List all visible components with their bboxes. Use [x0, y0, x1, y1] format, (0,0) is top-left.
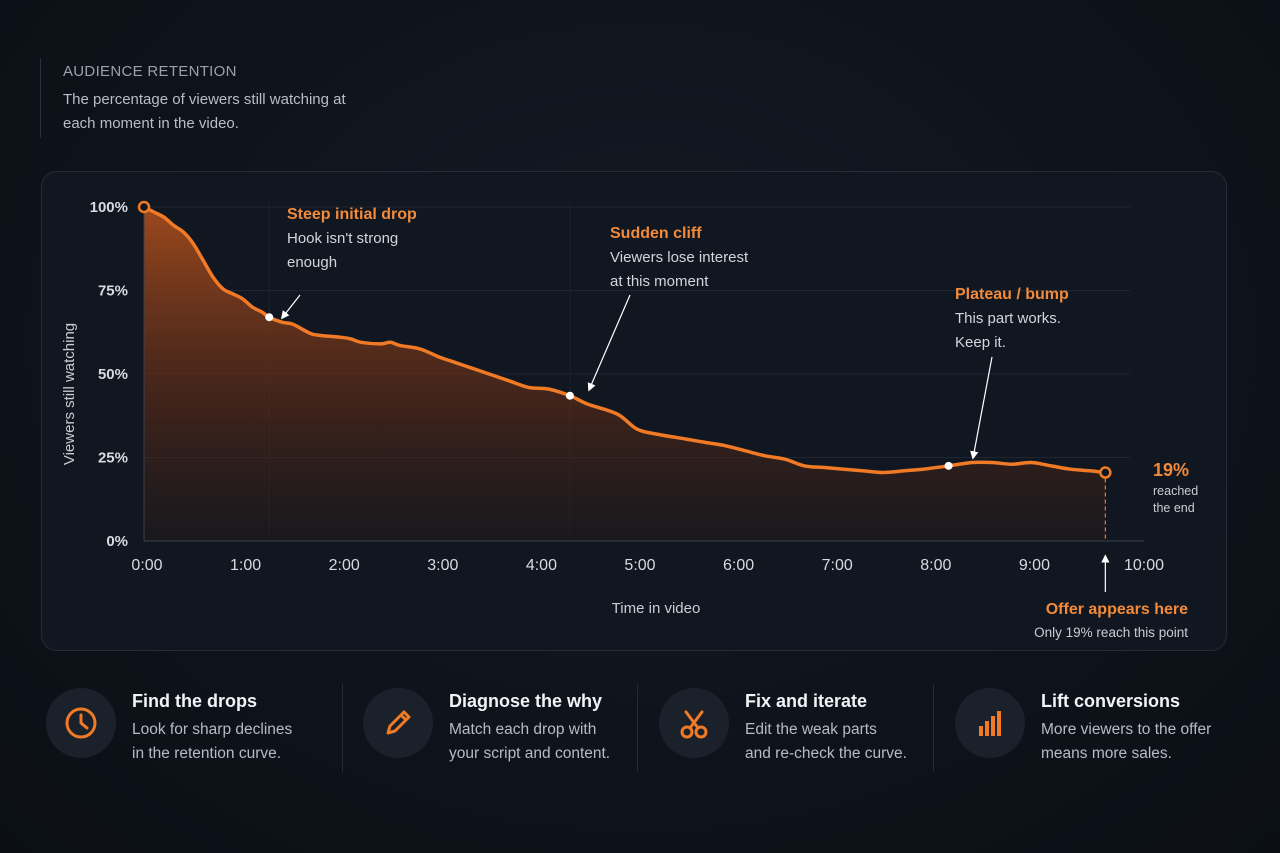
scissors-icon — [659, 688, 729, 758]
feature-body: Look for sharp declines in the retention… — [132, 718, 332, 766]
annotation-point — [944, 461, 953, 470]
feature-title: Lift conversions — [1041, 691, 1181, 711]
x-tick-label: 10:00 — [1124, 557, 1164, 574]
feature-title: Fix and iterate — [745, 691, 868, 711]
annotation-point — [565, 391, 574, 400]
x-tick-label: 4:00 — [526, 557, 557, 574]
end-point — [1099, 466, 1112, 479]
feature-find-drops: Find the drops Look for sharp declines i… — [40, 684, 335, 774]
end-value-label: 19% — [1153, 460, 1189, 480]
feature-body-line: in the retention curve. — [132, 745, 282, 762]
feature-body: More viewers to the offer means more sal… — [1041, 718, 1241, 766]
feature-row: Find the drops Look for sharp declines i… — [40, 684, 1240, 774]
feature-title: Diagnose the why — [449, 691, 603, 711]
x-tick-label: 3:00 — [427, 557, 458, 574]
y-axis-title: Viewers still watching — [61, 323, 78, 465]
feature-body-line: Edit the weak parts — [745, 721, 877, 738]
feature-divider — [342, 684, 343, 772]
end-sub-label: the end — [1153, 501, 1195, 515]
end-sub-label: reached — [1153, 484, 1198, 498]
annotation-text: This part works. — [955, 310, 1061, 327]
retention-chart-card: 0% 25% 50% 75% 100% 0:00 1:00 2:00 3:00 4:00 5:00 6… — [41, 171, 1227, 651]
feature-title: Find the drops — [132, 691, 257, 711]
y-tick-label: 0% — [106, 533, 128, 550]
annotation-title: Sudden cliff — [610, 225, 702, 242]
x-tick-label: 7:00 — [822, 557, 853, 574]
feature-fix-iterate: Fix and iterate Edit the weak parts and … — [653, 684, 943, 774]
annotation-text: Viewers lose interest — [610, 249, 749, 266]
x-tick-label: 9:00 — [1019, 557, 1050, 574]
bar-chart-icon — [955, 688, 1025, 758]
feature-body: Match each drop with your script and con… — [449, 718, 639, 766]
annotation-text: at this moment — [610, 273, 709, 290]
section-description: The percentage of viewers still watching… — [63, 91, 346, 132]
annotation-text: enough — [287, 254, 337, 271]
feature-divider — [637, 684, 638, 772]
x-tick-label: 8:00 — [920, 557, 951, 574]
feature-diagnose: Diagnose the why Match each drop with yo… — [357, 684, 647, 774]
feature-body-line: Match each drop with — [449, 721, 597, 738]
retention-area — [144, 207, 1106, 541]
feature-body-line: and re-check the curve. — [745, 745, 907, 762]
feature-body: Edit the weak parts and re-check the cur… — [745, 718, 935, 766]
annotation-title: Plateau / bump — [955, 286, 1069, 303]
y-tick-label: 75% — [98, 283, 128, 300]
annotation-point — [265, 313, 274, 322]
annotation-title: Steep initial drop — [287, 206, 417, 223]
pencil-icon — [363, 688, 433, 758]
annotation-arrow — [587, 294, 631, 392]
feature-body-line: means more sales. — [1041, 745, 1172, 762]
annotation-arrow — [280, 294, 301, 320]
x-tick-label: 5:00 — [624, 557, 655, 574]
feature-body-line: More viewers to the offer — [1041, 721, 1212, 738]
annotation-text: Hook isn't strong — [287, 230, 398, 247]
offer-subtitle: Only 19% reach this point — [1034, 625, 1188, 640]
x-tick-label: 2:00 — [329, 557, 360, 574]
y-tick-label: 50% — [98, 366, 128, 383]
feature-body-line: your script and content. — [449, 745, 611, 762]
x-tick-label: 0:00 — [131, 557, 162, 574]
clock-icon — [46, 688, 116, 758]
feature-lift-conversions: Lift conversions More viewers to the off… — [949, 684, 1239, 774]
start-point — [137, 200, 151, 214]
y-tick-label: 100% — [90, 199, 128, 216]
section-eyebrow: AUDIENCE RETENTION — [63, 63, 237, 80]
feature-body-line: Look for sharp declines — [132, 721, 293, 738]
offer-title: Offer appears here — [1046, 601, 1188, 618]
annotation-text: Keep it. — [955, 334, 1006, 351]
x-axis-title: Time in video — [612, 600, 701, 617]
retention-chart: 0% 25% 50% 75% 100% 0:00 1:00 2:00 3:00 4:00 5:00 6… — [61, 199, 1198, 640]
x-tick-label: 6:00 — [723, 557, 754, 574]
y-tick-label: 25% — [98, 450, 128, 467]
annotation-arrow — [970, 356, 993, 460]
retention-line — [142, 205, 1108, 475]
feature-divider — [933, 684, 934, 772]
section-header: AUDIENCE RETENTION The percentage of vie… — [40, 58, 360, 138]
x-tick-label: 1:00 — [230, 557, 261, 574]
